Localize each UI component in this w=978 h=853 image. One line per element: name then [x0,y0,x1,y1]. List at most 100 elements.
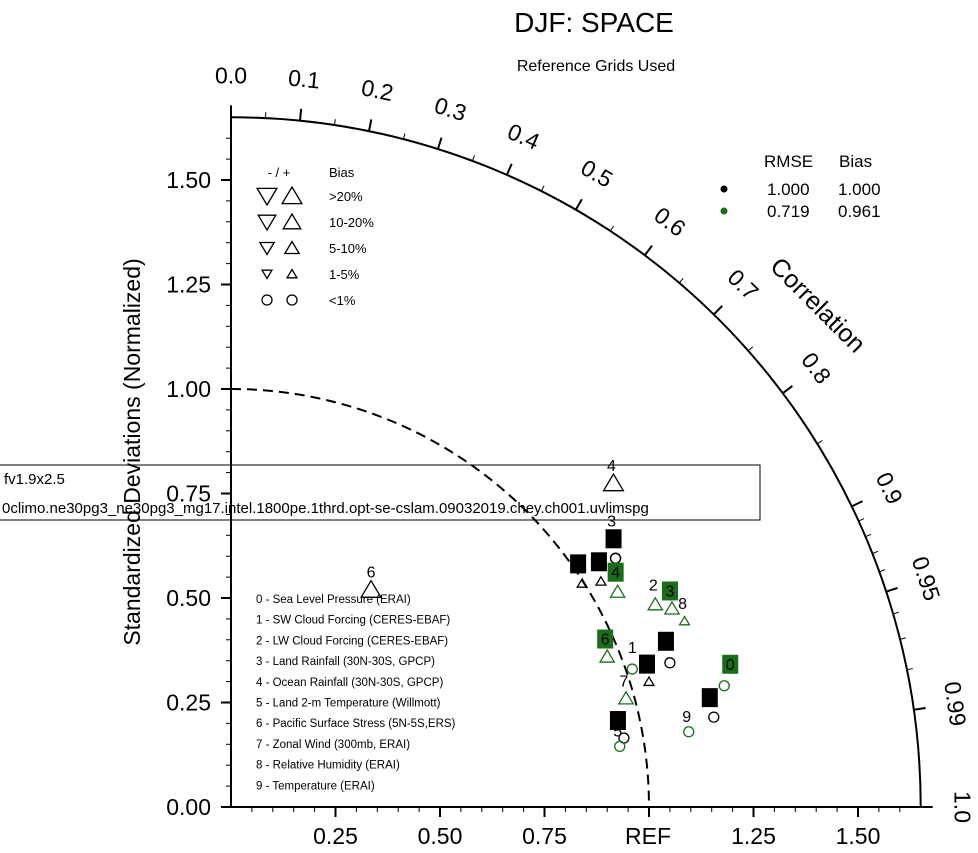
data-point-marker [614,740,626,753]
data-point-label: 4 [611,565,620,582]
correlation-tick [367,119,373,132]
variable-legend-item: 3 - Land Rainfall (30N-30S, GPCP) [256,656,435,668]
variable-legend-item: 6 - Pacific Surface Stress (5N-5S,ERS) [256,718,456,730]
data-point-marker [617,690,635,705]
stats-legend-rmse: 1.000 [767,180,810,199]
correlation-tick [644,245,653,256]
correlation-tick-label: 1.0 [950,791,976,823]
chart-subtitle: Reference Grids Used [517,58,675,75]
correlation-minor-tick [333,119,336,126]
data-point-label-box [590,552,607,572]
data-point-label-box [639,654,655,674]
case-box: fv1.9x2.5 0climo.ne30pg3_ne30pg3_mg17.in… [0,464,761,521]
data-point-label-box [607,562,624,582]
y-tick-label: 1.25 [166,272,211,298]
reference-arc [230,388,650,808]
data-point-label: 2 [649,577,658,594]
y-axis-label: Standardized Deviations (Normalized) [119,258,145,645]
data-point-marker [678,615,691,626]
data-point-label: 3 [666,583,675,600]
data-point-label: 7 [643,657,652,674]
correlation-minor-tick [899,637,906,640]
stats-legend: RMSE Bias 1.000 1.000 0.719 0.961 [720,152,881,221]
data-point-label-box [722,654,739,674]
bias-legend-pos-marker [283,240,301,255]
x-tick-label: 1.50 [836,823,881,849]
data-point-label: 9 [705,690,714,707]
correlation-minor-tick [471,155,475,162]
x-tick-label: 1.25 [731,823,776,849]
bias-legend: - / + Bias >20% 10-20% 5-10% 1-5% <1% [255,165,374,308]
correlation-tick-label: 0.4 [504,118,544,155]
correlation-tick-label: 0.8 [796,347,836,388]
data-point-marker [576,577,589,588]
data-point-label: 0 [661,634,670,651]
correlation-tick [505,163,513,176]
correlation-tick [782,385,793,394]
data-point-label: 7 [620,673,629,690]
correlation-tick [851,500,863,508]
correlation-tick [436,137,443,150]
chart-title: DJF: SPACE [514,7,674,38]
data-point-marker [718,680,730,692]
stats-legend-dot [720,185,728,193]
variable-legend-item: 8 - Relative Humidity (ERAI) [256,760,400,772]
data-point-label-box [701,688,718,708]
data-point-label: 0 [726,657,735,674]
correlation-minor-tick [858,518,865,522]
correlation-tick [713,305,723,316]
correlation-tick-label: 0.99 [939,680,971,728]
data-point-marker [708,711,720,723]
data-point-label-box [605,529,622,549]
x-tick-label: 0.75 [522,823,567,849]
variable-legend: 0 - Sea Level Pressure (ERAI) 1 - SW Clou… [256,594,456,792]
bias-legend-pos-marker [285,268,299,279]
stats-rmse-header: RMSE [764,152,813,171]
correlation-tick-label: 0.2 [359,74,396,106]
correlation-minor-tick [402,133,406,140]
correlation-label: Correlation [765,252,871,358]
correlation-tick [574,198,583,211]
bias-legend-sign-header: - / + [268,165,291,180]
correlation-minor-tick [892,611,900,615]
data-point-label: 1 [628,640,637,657]
variable-legend-item: 7 - Zonal Wind (300mb, ERAI) [256,739,410,751]
bias-legend-neg-marker [260,269,274,280]
data-point-marker [609,552,622,564]
case-box-frame [0,464,761,521]
y-tick-label: 0.50 [166,585,211,611]
case-name-1: fv1.9x2.5 [4,471,65,488]
variable-legend-item: 0 - Sea Level Pressure (ERAI) [256,594,411,606]
correlation-tick [885,586,898,593]
bias-legend-neg-marker [261,294,273,306]
correlation-minor-tick [816,440,823,445]
bias-legend-label: >20% [329,189,363,204]
y-tick-label: 0.00 [166,794,211,820]
stats-legend-dot [720,207,728,215]
data-point-label: 8 [594,554,603,571]
data-point-marker [594,575,608,586]
outer-arc [230,116,922,808]
correlation-tick-label: 0.95 [907,553,946,604]
data-point-label: 8 [678,596,687,613]
data-point-label: 6 [601,632,610,649]
stats-bias-header: Bias [839,152,872,171]
variable-legend-item: 1 - SW Cloud Forcing (CERES-EBAF) [256,615,450,627]
y-tick-label: 1.50 [166,167,211,193]
stats-legend-bias: 1.000 [838,180,881,199]
bias-legend-pos-marker [282,212,302,230]
bias-legend-label: 10-20% [329,215,374,230]
correlation-minor-tick [747,346,754,352]
data-point-marker [602,472,625,492]
x-tick-label: 0.25 [313,823,358,849]
bias-legend-label: 1-5% [329,267,360,282]
correlation-minor-tick [872,550,879,554]
correlation-minor-tick [540,185,545,192]
data-point-marker [626,663,638,675]
reference-std-arc [230,388,650,808]
y-tick-label: 0.25 [166,690,211,716]
correlation-tick-label: 0.0 [215,62,247,88]
data-point-label: 2 [609,531,618,548]
y-tick-label: 1.00 [166,376,211,402]
